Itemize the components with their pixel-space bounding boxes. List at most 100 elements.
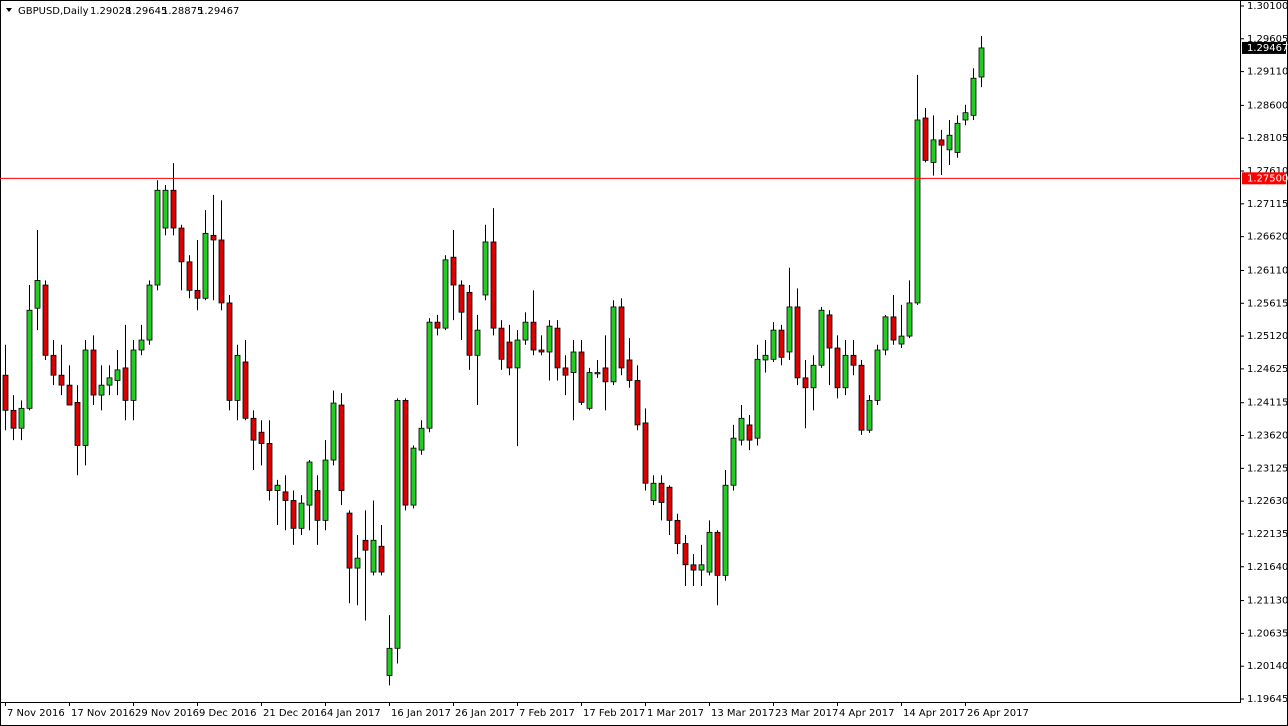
candle-body xyxy=(978,47,985,78)
candle-body xyxy=(138,339,145,351)
y-tick-label: 1.20635 xyxy=(1247,628,1288,639)
candle-body xyxy=(42,284,49,356)
level-label: 1.27500 xyxy=(1247,173,1288,184)
x-tick-label: 16 Jan 2017 xyxy=(391,708,451,719)
candle-body xyxy=(250,417,257,441)
candle-body xyxy=(314,490,321,521)
candle-body xyxy=(698,564,705,571)
y-tick-label: 1.28600 xyxy=(1247,100,1288,111)
candle-body xyxy=(402,399,409,506)
candle-body xyxy=(274,484,281,491)
y-tick-label: 1.20140 xyxy=(1247,661,1288,672)
y-tick-label: 1.23620 xyxy=(1247,431,1288,442)
x-tick-label: 17 Feb 2017 xyxy=(583,708,645,719)
candle-body xyxy=(186,261,193,291)
candle-body xyxy=(26,309,33,409)
y-tick-label: 1.19645 xyxy=(1247,694,1288,705)
candle-body xyxy=(426,321,433,429)
candle-body xyxy=(522,321,529,341)
x-tick-label: 26 Apr 2017 xyxy=(967,708,1029,719)
candle-body xyxy=(914,119,921,304)
candle-body xyxy=(762,354,769,361)
candle-body xyxy=(130,349,137,401)
y-tick-label: 1.27610 xyxy=(1247,166,1288,177)
candle-body xyxy=(586,372,593,409)
candle-body xyxy=(298,502,305,529)
candle-body xyxy=(866,399,873,431)
y-tick-label: 1.24625 xyxy=(1247,364,1288,375)
candle-body xyxy=(906,302,913,337)
candle-body xyxy=(538,349,545,353)
candle-body xyxy=(770,329,777,360)
candle-body xyxy=(954,122,961,153)
y-tick-label: 1.23125 xyxy=(1247,463,1288,474)
candle-body xyxy=(498,327,505,360)
candle-body xyxy=(618,306,625,369)
candle-body xyxy=(450,256,457,286)
x-tick-label: 13 Mar 2017 xyxy=(711,708,774,719)
candle-body xyxy=(2,374,9,411)
candle-body xyxy=(610,306,617,383)
candle-body xyxy=(562,367,569,376)
candle-body xyxy=(362,539,369,551)
candle-body xyxy=(410,447,417,506)
candle-body xyxy=(338,404,345,491)
x-tick-label: 29 Nov 2016 xyxy=(135,708,199,719)
y-tick-label: 1.28105 xyxy=(1247,133,1288,144)
x-tick-label: 4 Apr 2017 xyxy=(839,708,894,719)
candle-body xyxy=(170,189,177,229)
candle-body xyxy=(50,354,57,376)
candle-body xyxy=(434,321,441,329)
candle-body xyxy=(746,424,753,441)
candle-body xyxy=(242,361,249,419)
candle-body xyxy=(898,335,905,345)
x-tick-label: 7 Nov 2016 xyxy=(7,708,65,719)
candle-body xyxy=(90,349,97,396)
candle-body xyxy=(874,349,881,401)
y-tick-label: 1.21640 xyxy=(1247,562,1288,573)
y-tick-label: 1.26110 xyxy=(1247,265,1288,276)
x-tick-label: 4 Jan 2017 xyxy=(327,708,381,719)
candle-body xyxy=(626,359,633,381)
candle-body xyxy=(282,491,289,501)
y-tick-label: 1.30100 xyxy=(1247,1,1288,12)
candle-body xyxy=(258,431,265,444)
candle-body xyxy=(802,377,809,389)
candle-body xyxy=(754,358,761,439)
candle-body xyxy=(634,380,641,426)
header-high: 1.29645 xyxy=(126,6,167,17)
candle-body xyxy=(506,341,513,369)
candle-body xyxy=(474,329,481,356)
menu-arrow[interactable] xyxy=(6,8,12,12)
candle-body xyxy=(786,306,793,353)
candle-body xyxy=(194,289,201,299)
y-tick-label: 1.21130 xyxy=(1247,596,1288,607)
level-label-box xyxy=(1242,172,1286,185)
y-tick-label: 1.22135 xyxy=(1247,529,1288,540)
candle-body xyxy=(738,417,745,441)
candle-body xyxy=(354,557,361,569)
candle-body xyxy=(386,647,393,676)
candle-body xyxy=(554,327,561,369)
candle-body xyxy=(114,369,121,381)
candle-body xyxy=(226,302,233,401)
candle-body xyxy=(466,291,473,356)
candle-body xyxy=(490,241,497,329)
candle-body xyxy=(178,227,185,263)
candle-body xyxy=(162,189,169,229)
candle-body xyxy=(146,284,153,341)
candle-body xyxy=(922,117,929,161)
candle-body xyxy=(578,351,585,403)
candle-body xyxy=(418,427,425,451)
price-label-box xyxy=(1242,41,1286,54)
candle-body xyxy=(322,459,329,521)
y-tick-label: 1.24115 xyxy=(1247,398,1288,409)
candle-body xyxy=(10,409,17,429)
x-tick-label: 26 Jan 2017 xyxy=(455,708,515,719)
candle-body xyxy=(842,354,849,389)
price-label: 1.29467 xyxy=(1247,43,1288,54)
candle-body xyxy=(642,422,649,484)
candle-body xyxy=(970,77,977,116)
x-tick-label: 21 Dec 2016 xyxy=(263,708,327,719)
